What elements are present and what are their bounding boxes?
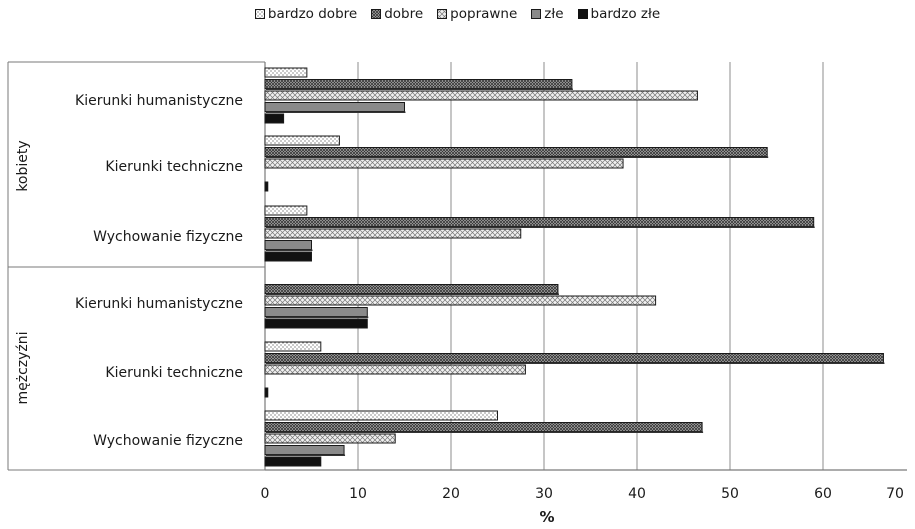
bar xyxy=(264,181,269,192)
bar xyxy=(264,135,340,146)
legend-swatch-gray xyxy=(531,9,542,19)
bar xyxy=(264,158,624,169)
x-tick-label: 30 xyxy=(535,486,553,502)
bar xyxy=(264,240,312,250)
bar xyxy=(264,410,498,421)
legend-label: poprawne xyxy=(450,6,518,22)
legend-swatch-dots xyxy=(254,9,265,19)
legend-item-poprawne: poprawne xyxy=(437,6,517,22)
category-label: Kierunki techniczne xyxy=(105,365,243,381)
bar xyxy=(264,284,559,294)
bar xyxy=(264,228,522,239)
bar xyxy=(264,456,322,467)
legend-item-dobre: dobre xyxy=(371,6,423,22)
bar xyxy=(264,147,768,157)
legend-swatch-dense-crosshatch xyxy=(371,9,382,19)
bar xyxy=(264,251,312,262)
legend: bardzo dobre dobre poprawne złe bardzo z… xyxy=(0,6,915,22)
bar-shadow xyxy=(266,111,406,113)
bar xyxy=(264,295,657,306)
legend-label: bardzo złe xyxy=(590,6,661,22)
bar-shadow xyxy=(266,226,815,228)
legend-swatch-light-crosshatch xyxy=(437,9,448,19)
category-label: Wychowanie fizyczne xyxy=(93,229,243,245)
x-axis-title: % xyxy=(539,508,555,526)
bar xyxy=(264,422,703,432)
bar-shadow xyxy=(266,316,369,318)
plot-frame xyxy=(7,61,907,471)
category-label: Kierunki humanistyczne xyxy=(75,296,243,312)
bar-shadow xyxy=(266,454,346,456)
bar xyxy=(264,67,308,78)
bar xyxy=(264,353,884,363)
x-tick-label: 50 xyxy=(721,486,739,502)
bar xyxy=(264,318,368,329)
category-label: Kierunki humanistyczne xyxy=(75,93,243,109)
bar-shadow xyxy=(266,249,313,251)
bar-shadow xyxy=(266,293,559,295)
bar xyxy=(264,387,269,398)
gridlines xyxy=(357,62,824,470)
bar xyxy=(264,364,526,375)
x-tick-label: 0 xyxy=(260,486,270,502)
legend-label: złe xyxy=(544,6,564,22)
bar xyxy=(264,341,322,352)
bar-shadow xyxy=(266,88,573,90)
x-tick-label: 70 xyxy=(886,486,904,502)
bar xyxy=(264,307,368,317)
x-tick-label: 20 xyxy=(442,486,460,502)
bar xyxy=(264,90,698,101)
legend-item-bardzo-dobre: bardzo dobre xyxy=(254,6,358,22)
bars xyxy=(264,67,885,467)
x-tick-label: 40 xyxy=(628,486,646,502)
x-tick-label: 60 xyxy=(814,486,832,502)
x-tick-label: 10 xyxy=(349,486,367,502)
category-label: Wychowanie fizyczne xyxy=(93,433,243,449)
bar xyxy=(264,113,285,124)
bar xyxy=(264,217,815,227)
bar-shadow xyxy=(266,431,704,433)
legend-label: bardzo dobre xyxy=(267,6,358,22)
category-label: Kierunki techniczne xyxy=(105,159,243,175)
legend-item-bardzo-zle: bardzo złe xyxy=(577,6,661,22)
bar-shadow xyxy=(266,362,885,364)
legend-swatch-black xyxy=(577,9,588,19)
bar xyxy=(264,205,308,216)
bar xyxy=(264,433,396,444)
bar xyxy=(264,102,405,112)
legend-label: dobre xyxy=(384,6,424,22)
bar xyxy=(264,445,345,455)
bar xyxy=(264,79,573,89)
bar-shadow xyxy=(266,156,769,158)
legend-item-zle: złe xyxy=(531,6,564,22)
